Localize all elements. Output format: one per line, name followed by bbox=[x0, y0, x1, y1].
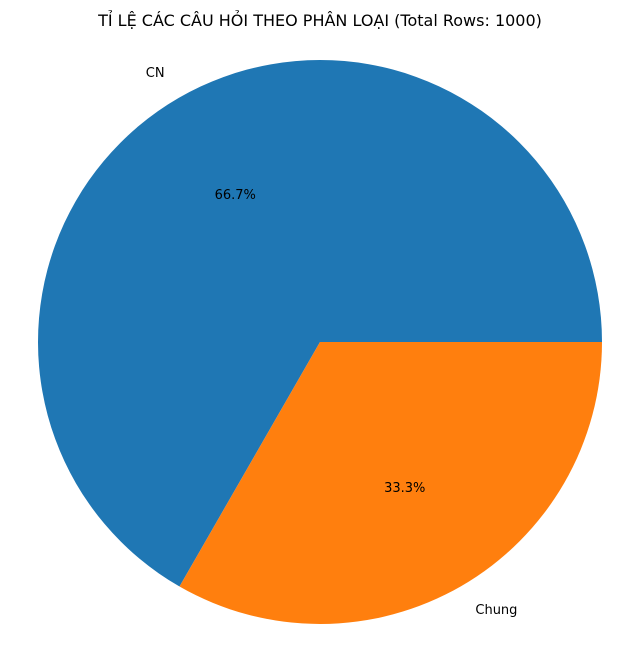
percent-label-chung: 33.3% bbox=[384, 481, 425, 496]
pie-slices bbox=[38, 60, 603, 624]
percent-label-cn: 66.7% bbox=[215, 188, 256, 203]
pie-slice-chung bbox=[179, 342, 603, 624]
pie-labels: CN 66.7% Chung 33.3% bbox=[146, 66, 518, 618]
pie-slice-cn bbox=[38, 60, 603, 587]
chart-title: TỈ LỆ CÁC CÂU HỎI THEO PHÂN LOẠI (Total … bbox=[97, 10, 542, 30]
slice-label-chung: Chung bbox=[475, 603, 517, 618]
slice-label-cn: CN bbox=[146, 66, 165, 81]
